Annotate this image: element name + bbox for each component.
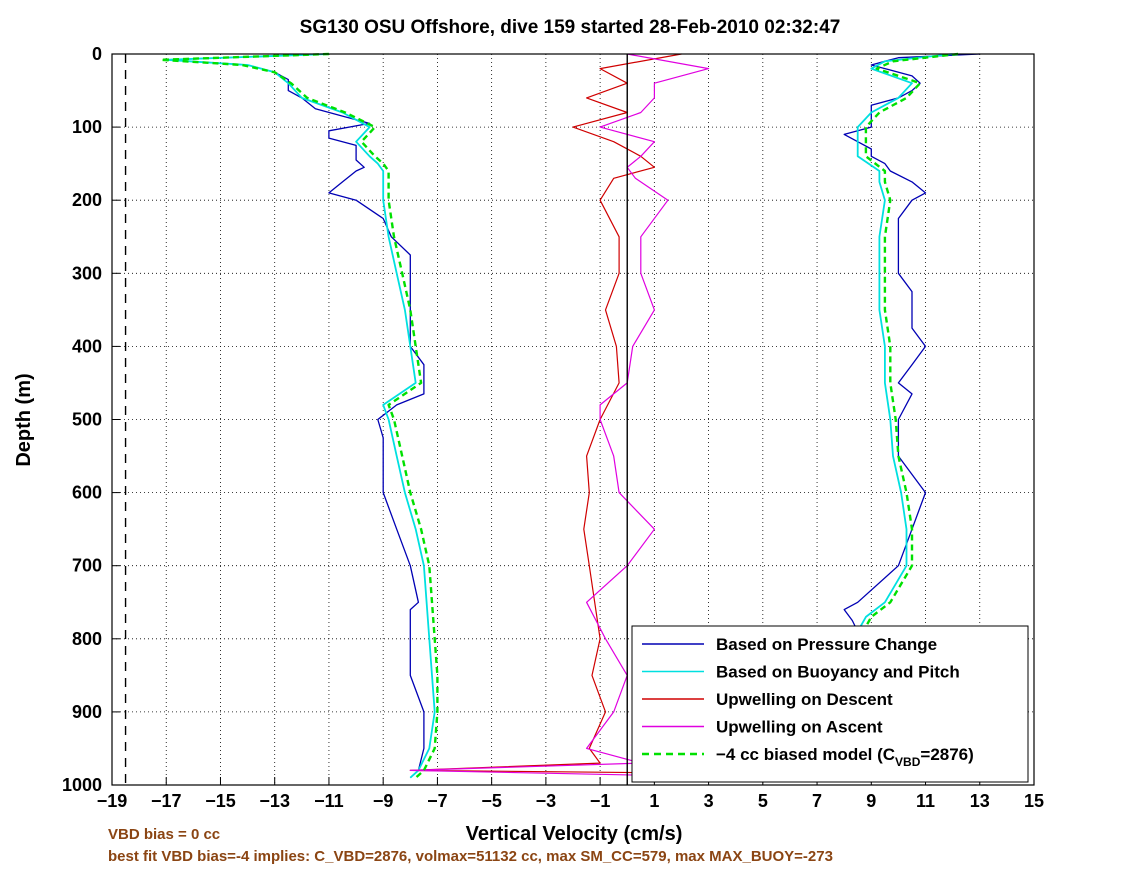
y-tick-label: 0 [92,44,102,64]
legend-label-2: Upwelling on Descent [716,690,893,709]
vbd-bias-note: VBD bias = 0 cc [108,826,221,843]
x-tick-label: −9 [373,791,394,811]
x-axis-label: Vertical Velocity (cm/s) [466,823,683,845]
y-tick-label: 100 [72,117,102,137]
y-tick-labels: 0 100 200 300 400 500 600 700 800 900 1000 [62,44,102,795]
y-tick-label: 200 [72,190,102,210]
y-axis-label: Depth (m) [13,373,35,466]
x-tick-label: 3 [704,791,714,811]
x-tick-label: −13 [259,791,290,811]
x-tick-label: −15 [205,791,236,811]
y-tick-label: 500 [72,410,102,430]
x-tick-label: 11 [916,791,935,811]
x-tick-label: 7 [812,791,822,811]
legend-label-part: −4 cc biased model (C [716,745,895,764]
y-tick-label: 600 [72,483,102,503]
legend-label-part: =2876) [920,745,973,764]
y-tick-label: 700 [72,556,102,576]
x-tick-label: −11 [314,791,344,811]
legend-label-3: Upwelling on Ascent [716,718,883,737]
series-line-1-1 [856,53,953,632]
legend-label-1: Based on Buoyancy and Pitch [716,663,960,682]
series-line-1-0 [165,53,436,779]
x-tick-labels: −19 −17 −15 −13 −11 −9 −7 −5 −3 −1 1 3 5 7 9 11 13 15 [97,791,1044,811]
x-tick-label: −3 [536,791,557,811]
y-tick-label: 1000 [62,775,102,795]
plot-frame [111,53,1035,786]
x-tick-label: −19 [97,791,128,811]
series-line-3-0 [409,53,763,779]
x-tick-label: −1 [590,791,611,811]
y-tick-label: 400 [72,336,102,356]
x-tick-label: 15 [1024,791,1044,811]
reference-lines [124,54,628,785]
best-fit-note: best fit VBD bias=-4 implies: C_VBD=2876… [108,848,833,865]
y-tick-label: 900 [72,702,102,722]
series-line-4-0 [159,52,439,779]
series-line-0-0 [165,53,425,779]
legend-label-4: −4 cc biased model (CVBD=2876) [716,745,974,769]
legend-box [631,625,1029,783]
series-group [159,52,980,779]
legend-label-0: Based on Pressure Change [716,635,937,654]
x-tick-label: 9 [866,791,876,811]
series-line-2-0 [409,53,818,779]
x-tick-label: 13 [970,791,990,811]
y-tick-label: 300 [72,263,102,283]
x-tick-label: −17 [151,791,182,811]
legend-label-subscript: VBD [895,755,921,769]
y-tick-label: 800 [72,629,102,649]
series-line-4-1 [862,52,959,633]
x-tick-label: −5 [481,791,502,811]
x-tick-label: 1 [649,791,659,811]
legend: Based on Pressure Change Based on Buoyanc… [631,625,1029,783]
chart-title: SG130 OSU Offshore, dive 159 started 28-… [300,17,841,38]
x-tick-label: −7 [427,791,448,811]
x-tick-label: 5 [758,791,768,811]
